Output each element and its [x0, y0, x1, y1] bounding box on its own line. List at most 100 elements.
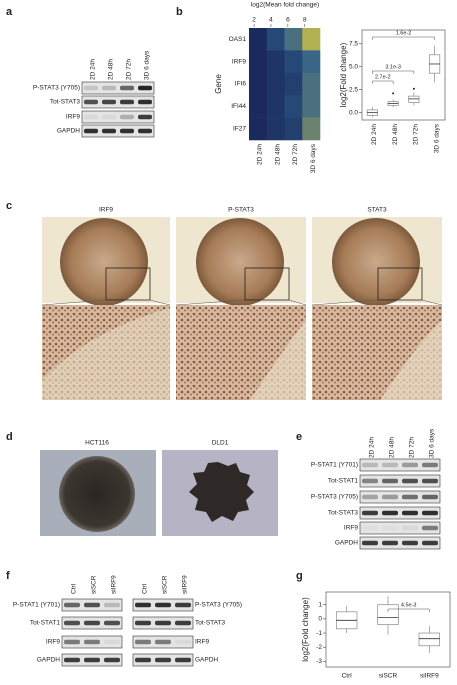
heatmap-cell: [266, 28, 285, 51]
row-label: IRF9: [66, 114, 80, 121]
blot-band: [382, 540, 398, 546]
blot-band: [104, 602, 120, 608]
blot-band: [138, 99, 152, 105]
blot-band: [402, 540, 418, 546]
x-tick-label: siIRF9: [420, 673, 439, 680]
blot-band: [362, 462, 378, 468]
row-label: P-STAT3 (Y705): [311, 494, 358, 501]
heatmap-cell: [284, 50, 303, 74]
blot-strip: [359, 536, 441, 550]
blot-band: [402, 478, 418, 484]
blot-band: [382, 478, 398, 484]
lane-label: siIRF9: [182, 575, 189, 594]
blot-strip: [359, 521, 441, 535]
blot-band: [362, 494, 378, 500]
blot-band: [102, 114, 116, 120]
heatmap-cell: [284, 72, 303, 96]
blot-band: [402, 494, 418, 500]
blot-band: [422, 525, 438, 531]
lane-label: 2D 24h: [369, 437, 376, 458]
x-tick-label: 2D 72h: [292, 144, 299, 165]
blot-band: [362, 540, 378, 546]
blot-band: [120, 99, 134, 105]
blot-band: [120, 128, 134, 134]
heatmap-cell: [249, 28, 268, 51]
plot-frame: [361, 29, 446, 121]
x-tick-label: 3D 6 days: [433, 123, 440, 153]
x-tick-label: 3D 6 days: [310, 143, 317, 173]
lane-label: 2D 72h: [126, 59, 133, 80]
blot-strip: [81, 124, 155, 138]
blot-band: [362, 478, 378, 484]
x-tick-label: 2D 48h: [274, 144, 281, 165]
colorbar-tick-label: 8: [303, 17, 307, 24]
y-tick-label: 0.0: [349, 109, 358, 116]
blot-strip: [359, 474, 441, 488]
blot-band: [382, 462, 398, 468]
heatmap-cell: [284, 28, 303, 51]
row-label: P-STAT1 (Y701): [13, 602, 60, 609]
lane-label: Ctrl: [142, 583, 149, 594]
row-label: IRF9: [195, 639, 209, 646]
blot-band: [382, 526, 398, 530]
row-label: IFI6: [235, 81, 247, 88]
y-tick-label: -3: [316, 658, 322, 665]
row-label: IRF9: [344, 525, 358, 532]
image-title: IRF9: [99, 207, 113, 214]
lane-label: 3D 6 days: [429, 428, 436, 458]
row-label: GAPDH: [57, 128, 80, 135]
significance-bracket: [372, 70, 415, 74]
outlier: [392, 92, 395, 95]
blot-band: [104, 657, 120, 663]
row-label: IFI44: [231, 103, 246, 110]
heatmap-cell: [302, 117, 321, 141]
y-axis-label: log2(Fold change): [339, 42, 348, 107]
blot-band: [362, 510, 378, 516]
blot-band: [84, 85, 98, 91]
blot-band: [104, 639, 120, 645]
lane-label: 3D 6 days: [144, 50, 151, 80]
lane-label: 2D 24h: [90, 59, 97, 80]
lane-label: siIRF9: [111, 575, 118, 594]
blot-band: [120, 85, 134, 91]
blot-band: [422, 540, 438, 546]
blot-band: [382, 494, 398, 500]
blot-band: [138, 85, 152, 91]
blot-band: [175, 620, 191, 626]
lane-label: Ctrl: [71, 583, 78, 594]
heatmap-cell: [302, 28, 321, 51]
blot-band: [84, 128, 98, 134]
y-tick-label: -1: [316, 630, 322, 637]
heatmap-cell: [284, 117, 303, 141]
blot-band: [64, 602, 80, 608]
blot-band: [64, 639, 80, 645]
heatmap-cell: [266, 95, 285, 118]
y-axis-label: log2(Fold change): [301, 597, 310, 662]
blot-band: [422, 462, 438, 468]
panel-label: e: [296, 431, 302, 443]
p-value: 2.7e-2: [375, 74, 391, 80]
blot-band: [102, 128, 116, 134]
blot-strip: [81, 81, 155, 95]
plot-frame: [325, 591, 451, 668]
y-tick-label: 0: [318, 616, 322, 623]
row-label: IRF9: [46, 639, 60, 646]
panel-label: g: [296, 570, 303, 582]
p-value: 4.5e-3: [401, 602, 417, 608]
y-axis-label: Gene: [214, 74, 223, 94]
row-label: P-STAT3 (Y705): [33, 85, 80, 92]
image-title: HCT116: [85, 440, 109, 447]
blot-band: [422, 510, 438, 516]
spheroid-images: [40, 450, 278, 536]
blot-band: [382, 510, 398, 516]
row-label: GAPDH: [37, 657, 60, 664]
row-label: GAPDH: [335, 540, 358, 547]
image-title: STAT3: [367, 207, 387, 214]
colorbar-tick-label: 4: [269, 17, 273, 24]
blot-band: [138, 114, 152, 120]
row-label: P-STAT1 (Y701): [311, 462, 358, 469]
lane-label: 2D 48h: [389, 437, 396, 458]
blot-band: [64, 620, 80, 626]
row-label: GAPDH: [195, 657, 218, 664]
